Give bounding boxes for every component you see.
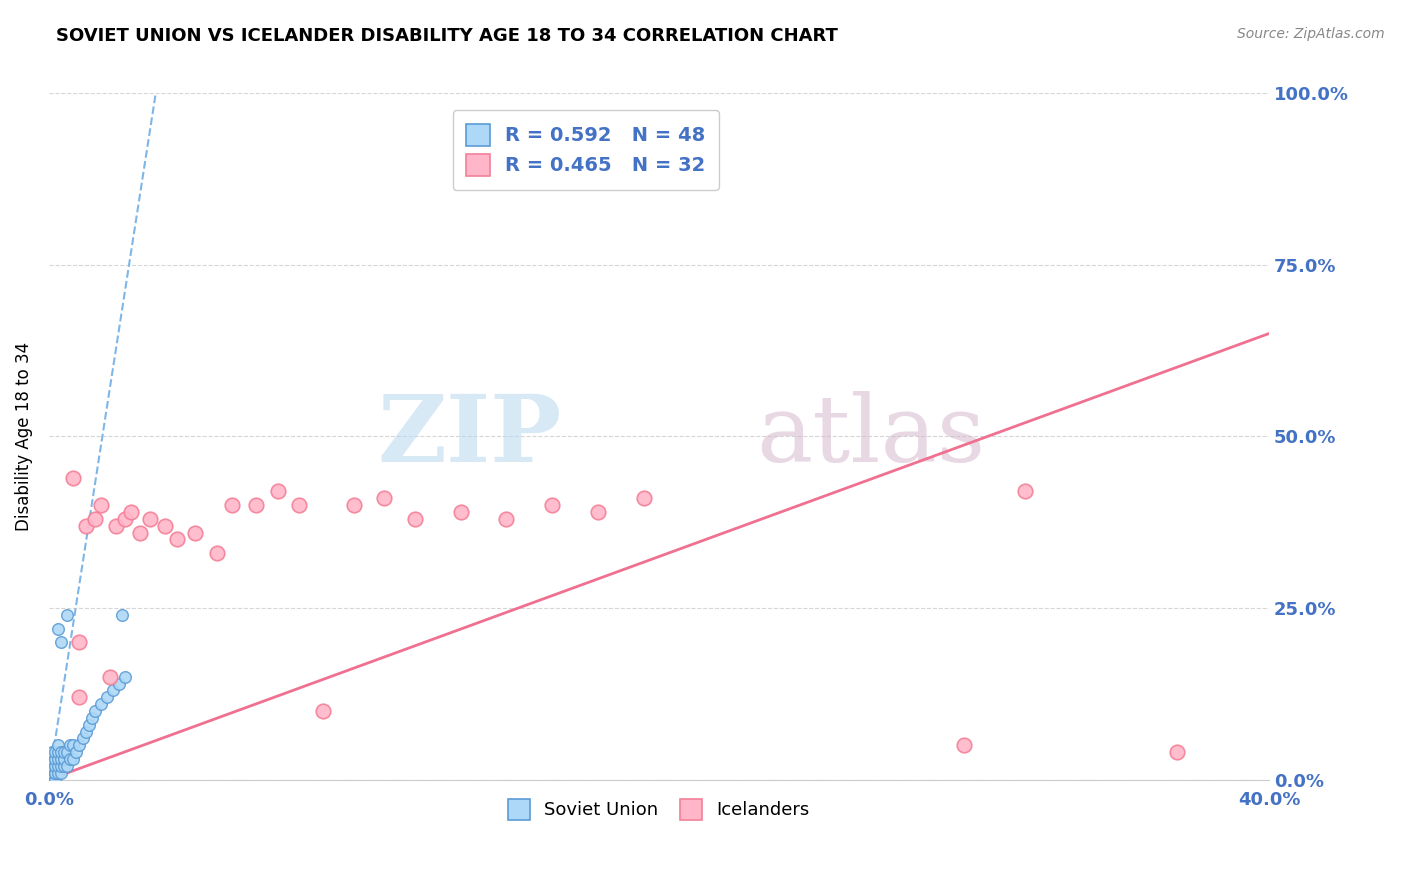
Point (138, 512, 160, 526)
Point (450, 505, 472, 519)
Point (96, 690, 118, 705)
Point (98, 670, 121, 684)
Point (69, 690, 91, 705)
Point (77, 717, 100, 731)
Point (59, 752, 82, 766)
Point (44, 765, 66, 780)
Point (51, 635, 73, 649)
Point (245, 498, 267, 512)
Point (90, 697, 112, 711)
Point (72, 731, 94, 746)
Point (41, 772, 63, 787)
Y-axis label: Disability Age 18 to 34: Disability Age 18 to 34 (15, 342, 32, 531)
Point (44, 745, 66, 759)
Point (495, 512, 517, 526)
Point (62, 470, 84, 484)
Point (46, 739, 69, 753)
Point (51, 745, 73, 759)
Point (44, 772, 66, 787)
Point (41, 745, 63, 759)
Point (69, 635, 91, 649)
Point (205, 546, 228, 560)
Point (80, 711, 103, 725)
Point (41, 759, 63, 773)
Point (62, 752, 84, 766)
Point (56, 759, 79, 773)
Point (114, 512, 136, 526)
Point (111, 607, 134, 622)
Point (46, 745, 69, 759)
Point (44, 765, 66, 780)
Point (586, 505, 609, 519)
Point (166, 533, 188, 547)
Point (221, 498, 243, 512)
Point (53, 752, 76, 766)
Point (65, 745, 87, 759)
Point (46, 752, 69, 766)
Point (51, 765, 73, 780)
Point (62, 739, 84, 753)
Point (129, 525, 152, 540)
Point (69, 739, 91, 753)
Point (75, 518, 97, 533)
Point (56, 745, 79, 759)
Point (343, 498, 366, 512)
Point (53, 745, 76, 759)
Point (56, 607, 79, 622)
Point (101, 683, 124, 698)
Point (46, 759, 69, 773)
Text: SOVIET UNION VS ICELANDER DISABILITY AGE 18 TO 34 CORRELATION CHART: SOVIET UNION VS ICELANDER DISABILITY AGE… (56, 27, 838, 45)
Point (267, 484, 290, 499)
Point (373, 491, 395, 506)
Text: Source: ZipAtlas.com: Source: ZipAtlas.com (1237, 27, 1385, 41)
Legend: Soviet Union, Icelanders: Soviet Union, Icelanders (496, 786, 823, 832)
Point (83, 704, 105, 718)
Point (108, 676, 131, 690)
Point (105, 518, 128, 533)
Point (541, 498, 564, 512)
Point (41, 772, 63, 787)
Point (288, 498, 311, 512)
Point (90, 498, 112, 512)
Point (41, 765, 63, 780)
Point (41, 752, 63, 766)
Point (46, 622, 69, 636)
Point (53, 759, 76, 773)
Point (404, 512, 426, 526)
Point (114, 670, 136, 684)
Text: atlas: atlas (756, 392, 986, 482)
Point (41, 765, 63, 780)
Point (633, 491, 655, 506)
Point (184, 525, 207, 540)
Point (953, 739, 976, 753)
Point (46, 765, 69, 780)
Point (1014, 484, 1036, 499)
Text: ZIP: ZIP (377, 392, 561, 482)
Point (1166, 745, 1188, 759)
Point (44, 759, 66, 773)
Point (120, 505, 142, 519)
Point (51, 759, 73, 773)
Point (59, 739, 82, 753)
Point (153, 518, 176, 533)
Point (44, 752, 66, 766)
Point (312, 704, 335, 718)
Point (41, 759, 63, 773)
Point (51, 752, 73, 766)
Point (75, 724, 97, 739)
Point (83, 512, 105, 526)
